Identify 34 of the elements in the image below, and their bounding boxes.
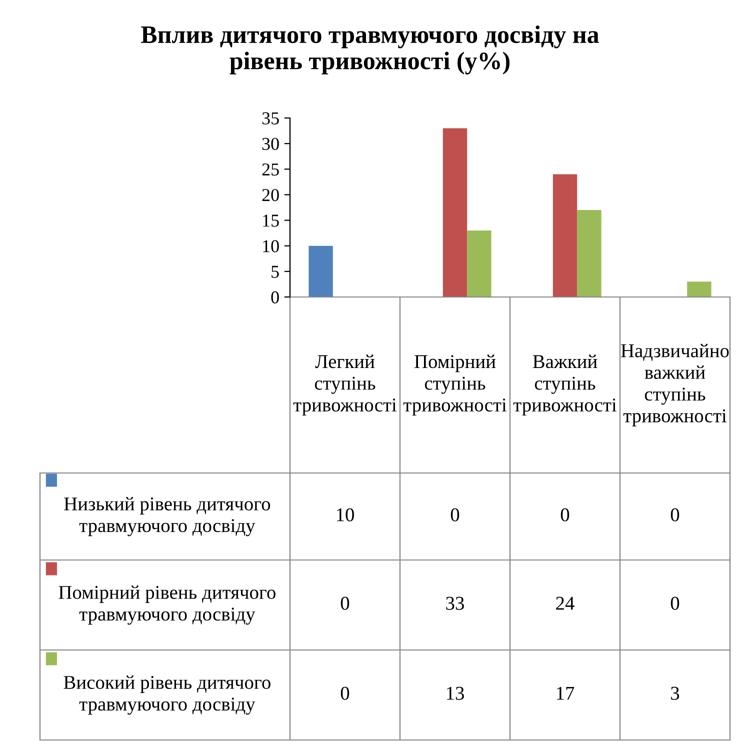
data-label: 10 — [336, 508, 354, 522]
y-tick-label: 30 — [262, 138, 279, 150]
chart-title: Вплив дитячого травмуючого досвіду на рівень тривожності (у%) — [141, 26, 599, 74]
data-label: 0 — [340, 596, 350, 610]
data-label: 24 — [556, 596, 574, 610]
bar — [552, 174, 578, 297]
x-tick-label: Помірний ступінь тривожності — [403, 354, 506, 416]
data-label: 0 — [560, 508, 570, 522]
data-label: 13 — [446, 686, 464, 700]
x-tick-label: Легкий ступінь тривожності — [293, 354, 396, 416]
data-label: 33 — [446, 596, 464, 610]
y-tick-label: 0 — [271, 291, 279, 304]
bar — [442, 128, 468, 297]
data-label: 3 — [671, 686, 680, 700]
data-label: 17 — [556, 686, 574, 700]
y-tick-label: 20 — [262, 188, 279, 202]
y-tick-label: 5 — [272, 266, 279, 278]
legend-label: Помірний рівень дитячого травмуючого досвіду — [58, 585, 276, 625]
data-label: 0 — [340, 686, 350, 700]
bar — [687, 282, 712, 297]
bar — [577, 210, 602, 297]
y-tick-label: 25 — [262, 163, 279, 176]
y-tick-label: 35 — [262, 112, 279, 124]
y-tick-label: 10 — [263, 240, 279, 252]
data-label: 0 — [670, 596, 680, 610]
data-label: 0 — [670, 508, 680, 522]
data-label: 0 — [450, 508, 460, 522]
legend-label: Низький рівень дитячого травмуючого досвіду — [64, 496, 270, 536]
bar — [308, 246, 333, 297]
bar — [467, 230, 492, 297]
x-tick-label: Надзвичайно важкий ступінь тривожності — [621, 344, 729, 426]
y-tick-label: 15 — [263, 214, 279, 227]
legend-label: Високий рівень дитячого травмуючого досвіду — [64, 675, 270, 715]
x-tick-label: Важкий ступінь тривожності — [513, 354, 616, 416]
